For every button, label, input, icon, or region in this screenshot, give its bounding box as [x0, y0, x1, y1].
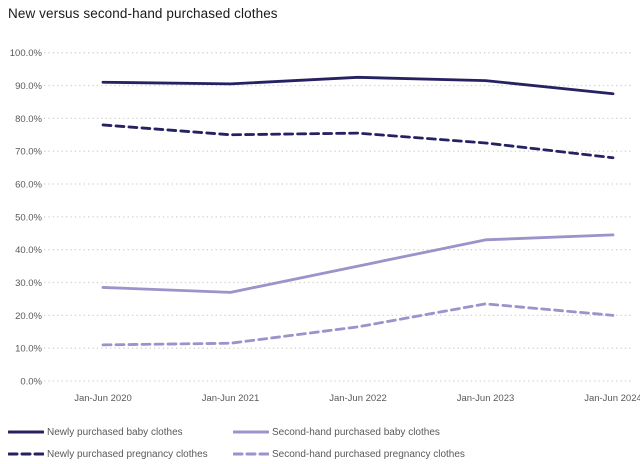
legend-item-secondhand-baby[interactable]: Second-hand purchased baby clothes: [233, 427, 632, 438]
legend-item-newly-pregnancy[interactable]: Newly purchased pregnancy clothes: [8, 449, 233, 460]
y-axis-tick-label: 20.0%: [15, 311, 42, 322]
series-line-newly-purchased-pregnancy-clothes: [101, 123, 615, 160]
legend-label: Second-hand purchased pregnancy clothes: [272, 448, 465, 460]
x-axis-tick-label: Jan-Jun 2020: [74, 393, 132, 404]
series-line-second-hand-purchased-baby-clothes: [101, 233, 615, 294]
y-axis-tick-label: 40.0%: [15, 245, 42, 256]
legend-label: Newly purchased pregnancy clothes: [47, 448, 208, 460]
y-axis-tick-label: 10.0%: [15, 344, 42, 355]
legend: Newly purchased baby clothes Newly purch…: [8, 421, 632, 464]
y-axis-tick-label: 90.0%: [15, 81, 42, 92]
chart-title: New versus second-hand purchased clothes: [8, 6, 278, 21]
legend-swatch-solid-purple: [233, 430, 269, 434]
x-axis-tick-label: Jan-Jun 2021: [202, 393, 260, 404]
y-axis-tick-label: 80.0%: [15, 114, 42, 125]
series-line-second-hand-purchased-pregnancy-clothes: [101, 302, 615, 347]
legend-swatch-dashed-purple: [233, 452, 269, 456]
x-axis-tick-label: Jan-Jun 2024: [584, 393, 640, 404]
y-axis-tick-label: 70.0%: [15, 147, 42, 158]
y-axis-tick-label: 0.0%: [20, 377, 42, 388]
legend-item-newly-baby[interactable]: Newly purchased baby clothes: [8, 427, 233, 438]
legend-swatch-solid-navy: [8, 430, 44, 434]
x-axis-tick-label: Jan-Jun 2023: [457, 393, 515, 404]
line-chart-plot-area: 0.0% 10.0% 20.0% 30.0% 40.0% 50.0% 60.0% 70.0% 8…: [10, 48, 640, 404]
legend-label: Newly purchased baby clothes: [47, 426, 183, 438]
legend-label: Second-hand purchased baby clothes: [272, 426, 440, 438]
legend-item-secondhand-pregnancy[interactable]: Second-hand purchased pregnancy clothes: [233, 449, 632, 460]
series-line-newly-purchased-baby-clothes: [101, 75, 615, 96]
y-axis-tick-label: 60.0%: [15, 180, 42, 191]
y-axis-tick-label: 50.0%: [15, 212, 42, 223]
x-axis-tick-label: Jan-Jun 2022: [329, 393, 387, 404]
legend-swatch-dashed-navy: [8, 452, 44, 456]
y-axis-tick-label: 30.0%: [15, 278, 42, 289]
y-axis-tick-label: 100.0%: [10, 48, 43, 59]
